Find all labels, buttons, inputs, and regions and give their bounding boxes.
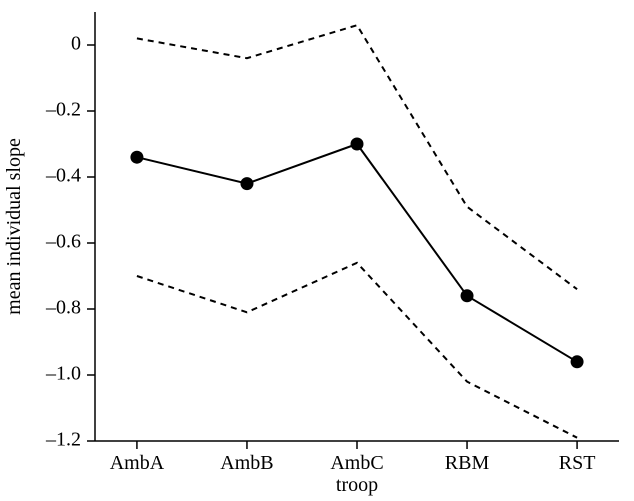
x-axis-label: troop xyxy=(336,474,378,496)
y-axis-label: mean individual slope xyxy=(3,138,25,315)
mean-point xyxy=(461,289,474,302)
mean-point xyxy=(351,138,364,151)
y-tick-label: –0.8 xyxy=(45,297,81,319)
y-tick-label: 0 xyxy=(71,33,81,55)
mean-point xyxy=(571,355,584,368)
lower-ci-line xyxy=(137,263,577,438)
y-tick-label: –0.6 xyxy=(45,231,81,253)
mean-line xyxy=(137,144,577,362)
chart-container: 0 –0.2 –0.4 –0.6 –0.8 –1.0 –1.2 AmbA AmbB AmbC RBM… xyxy=(0,0,634,501)
x-tick-label: RBM xyxy=(445,452,490,474)
y-tick-label: –1.2 xyxy=(45,429,81,451)
x-tick-label: RST xyxy=(559,452,596,474)
y-tick-label: –0.2 xyxy=(45,99,81,121)
y-tick-label: –0.4 xyxy=(45,165,81,187)
x-tick-label: AmbB xyxy=(220,452,273,474)
upper-ci-line xyxy=(137,25,577,289)
y-tick-label: –1.0 xyxy=(45,363,81,385)
x-tick-label: AmbC xyxy=(330,452,383,474)
mean-point xyxy=(240,177,253,190)
line-chart: 0 –0.2 –0.4 –0.6 –0.8 –1.0 –1.2 AmbA AmbB AmbC RBM… xyxy=(0,0,634,501)
mean-point xyxy=(130,151,143,164)
x-tick-label: AmbA xyxy=(110,452,165,474)
